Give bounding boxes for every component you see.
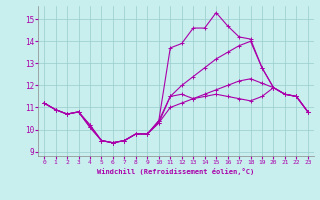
X-axis label: Windchill (Refroidissement éolien,°C): Windchill (Refroidissement éolien,°C)	[97, 168, 255, 175]
